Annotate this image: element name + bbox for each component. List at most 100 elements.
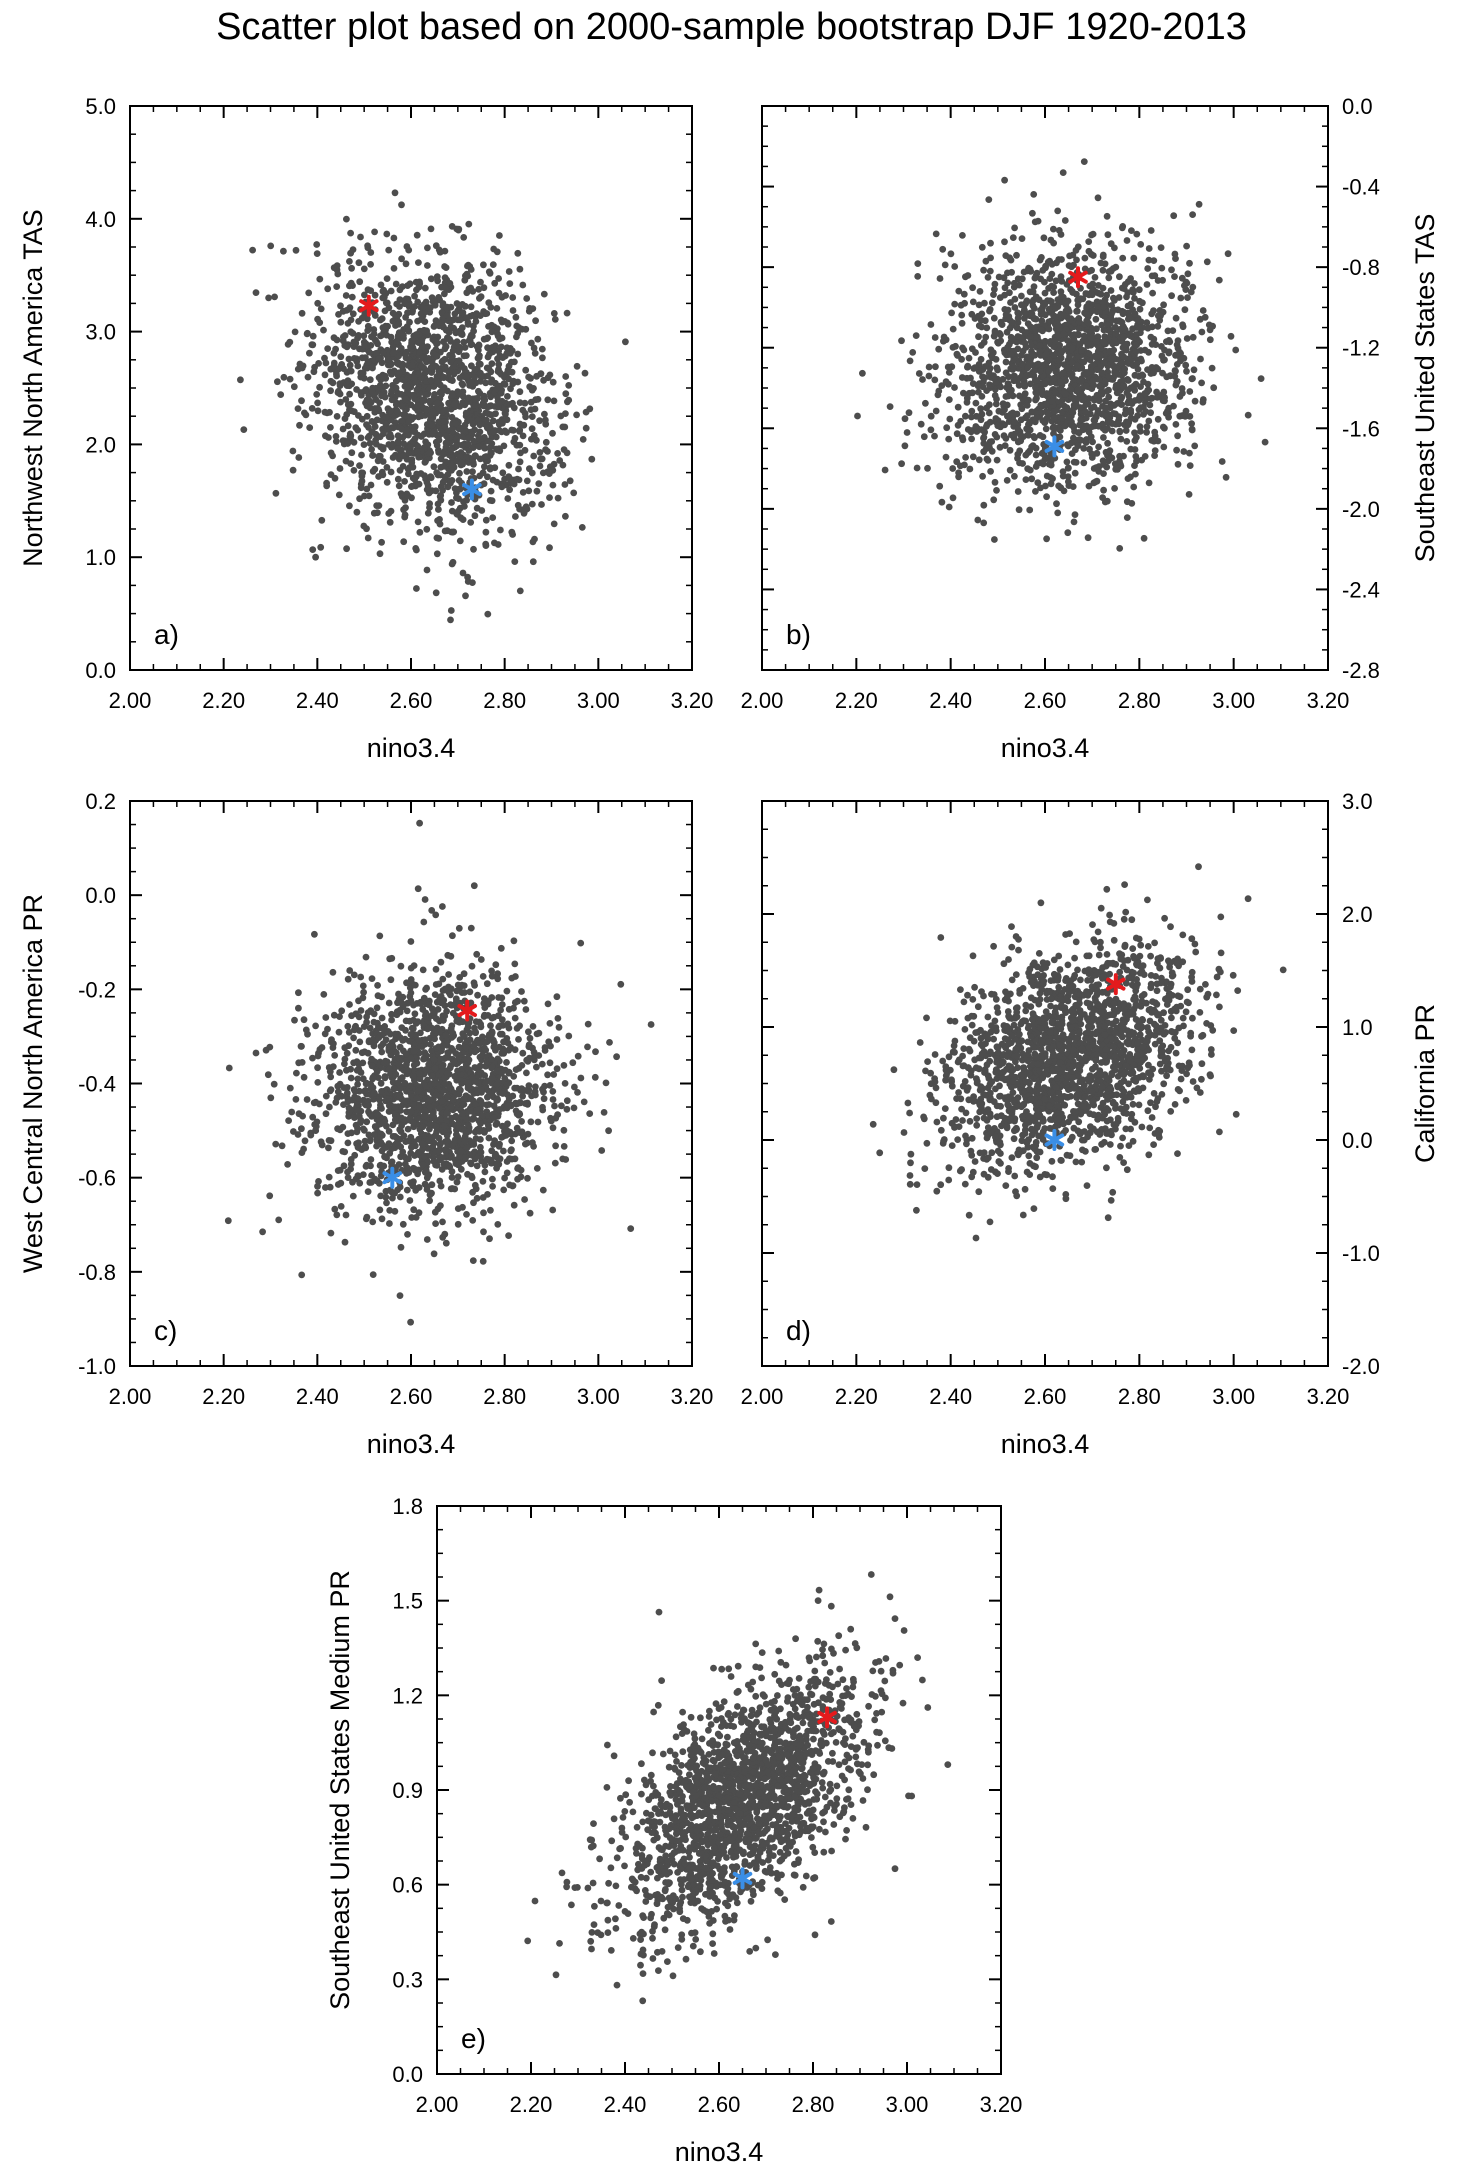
data-point [379,471,387,479]
data-point [1182,361,1190,369]
data-point [444,387,451,395]
data-point [312,1022,319,1030]
data-point [982,257,990,265]
data-point [510,937,518,945]
data-point [493,478,501,486]
data-point [924,464,931,472]
data-point [418,412,426,420]
data-point [390,234,398,242]
data-point [1121,281,1129,288]
data-point [1011,430,1018,438]
data-point [1108,427,1116,435]
data-point [1198,379,1205,387]
data-point [516,420,524,428]
data-point [1181,282,1188,289]
data-point [1105,393,1113,401]
data-point [384,1028,392,1035]
data-point [1064,297,1072,305]
data-point [486,402,494,410]
data-point [429,430,437,437]
data-point [419,396,427,404]
data-point [1099,494,1106,501]
data-point [313,391,321,398]
data-point [1004,380,1012,387]
data-point [1080,358,1088,366]
data-point [906,357,914,365]
data-point [999,400,1007,407]
data-point [517,1173,525,1181]
data-point [383,299,391,307]
data-point [1027,333,1034,340]
data-point [448,376,456,383]
data-point [525,1028,532,1036]
data-point [390,265,398,272]
data-point [1033,414,1041,422]
data-point [1014,309,1022,317]
data-point [347,432,354,440]
data-point [439,1218,446,1226]
data-point [465,337,473,344]
y-tick-label: 3.0 [85,320,116,345]
data-point [484,410,492,418]
data-point [554,450,561,457]
data-point [395,1161,403,1168]
data-point [959,344,966,352]
data-point [536,462,544,470]
data-point [456,469,463,477]
data-point [1145,417,1153,425]
data-point [463,453,471,461]
data-point [1064,441,1071,449]
data-point [473,310,480,317]
data-point [468,962,476,970]
data-point [1017,431,1025,439]
data-point [437,496,445,504]
data-point [398,425,406,433]
data-point [364,358,372,366]
data-point [1037,401,1045,409]
data-point [358,451,365,459]
data-point [1210,384,1218,392]
data-point [444,471,452,478]
data-point [504,495,512,502]
data-point [546,494,553,501]
data-point [337,353,345,361]
data-point [514,501,522,509]
data-point [1068,344,1076,352]
data-point [472,452,479,460]
data-point [333,283,341,290]
data-point [992,415,1000,422]
data-point [1080,158,1088,166]
data-point [1078,378,1085,385]
data-point [1079,295,1087,303]
data-point [1002,358,1010,366]
data-point [431,301,439,309]
data-point [531,349,539,357]
data-point [365,397,373,404]
data-point [224,1217,232,1225]
data-point [409,361,416,369]
data-point [449,347,457,355]
data-point [464,320,472,328]
data-point [298,1125,305,1133]
data-point [314,1189,321,1197]
data-point [542,446,549,453]
data-point [526,465,533,473]
data-point [378,1014,386,1022]
data-point [389,309,397,317]
data-point [1095,282,1102,289]
data-point [442,458,450,466]
data-point [423,406,431,414]
data-point [925,363,933,371]
data-point [622,338,629,346]
data-point [453,435,460,443]
data-point [1099,253,1107,260]
data-point [347,367,355,375]
data-point [496,232,503,239]
data-point [414,402,422,409]
data-point [975,301,983,309]
data-point [1089,280,1097,288]
data-point [403,1007,411,1015]
data-point [402,504,409,512]
data-point [1187,288,1195,296]
data-point [369,1271,377,1278]
